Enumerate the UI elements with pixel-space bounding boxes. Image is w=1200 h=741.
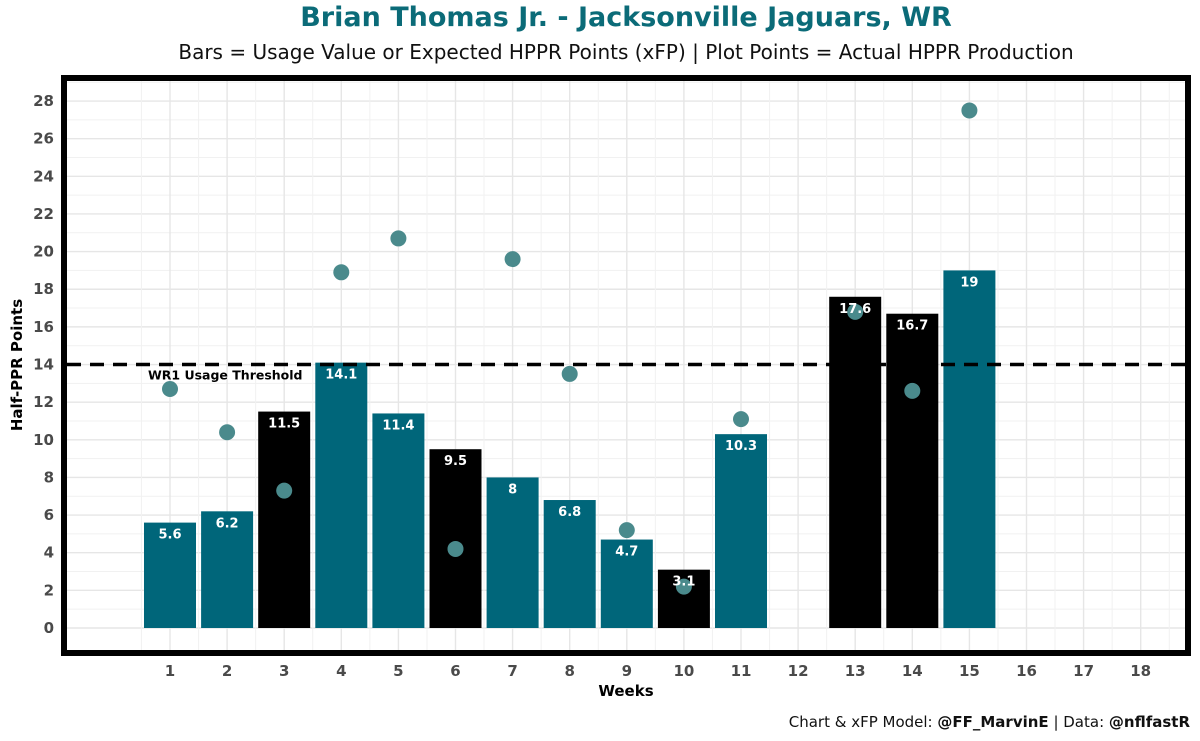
x-tick-label: 10 <box>673 662 694 680</box>
bar-label-week-13: 17.6 <box>839 302 871 317</box>
bar-week-8 <box>543 500 596 628</box>
x-axis-title: Weeks <box>598 682 653 700</box>
y-tick-label: 2 <box>44 581 54 599</box>
bar-label-week-9: 4.7 <box>615 545 638 560</box>
bar-label-week-4: 14.1 <box>325 368 357 383</box>
bar-label-week-11: 10.3 <box>725 439 757 454</box>
x-tick-label: 14 <box>902 662 923 680</box>
bar-label-week-2: 6.2 <box>216 516 239 531</box>
x-tick-label: 18 <box>1130 662 1151 680</box>
bar-label-week-7: 8 <box>508 482 517 497</box>
y-tick-label: 14 <box>33 356 54 374</box>
y-tick-label: 26 <box>33 130 54 148</box>
x-tick-label: 5 <box>393 662 403 680</box>
x-tick-label: 2 <box>222 662 232 680</box>
y-tick-label: 10 <box>33 431 54 449</box>
bar-week-11 <box>715 434 767 628</box>
footer-credit: Chart & xFP Model: @FF_MarvinE | Data: @… <box>789 713 1190 731</box>
point-week-7 <box>504 251 521 268</box>
y-tick-label: 22 <box>33 205 54 223</box>
bar-label-week-3: 11.5 <box>268 417 300 432</box>
x-tick-label: 15 <box>959 662 980 680</box>
x-tick-label: 8 <box>564 662 574 680</box>
y-tick-label: 20 <box>33 243 54 261</box>
x-tick-label: 12 <box>788 662 809 680</box>
bar-week-5 <box>372 413 425 628</box>
x-tick-label: 6 <box>450 662 460 680</box>
y-tick-label: 4 <box>44 544 54 562</box>
bar-week-2 <box>201 511 254 628</box>
footer-data-prefix: | Data: <box>1048 713 1109 731</box>
bar-week-15 <box>943 270 996 628</box>
point-week-1 <box>162 380 178 397</box>
point-week-2 <box>219 424 236 441</box>
x-tick-label: 1 <box>165 662 175 680</box>
bar-label-week-1: 5.6 <box>158 528 181 543</box>
y-tick-label: 24 <box>33 167 54 185</box>
bar-week-1 <box>144 522 196 628</box>
y-tick-label: 6 <box>44 506 54 524</box>
point-week-15 <box>961 102 978 119</box>
bar-week-4 <box>315 362 368 628</box>
point-week-14 <box>904 382 921 399</box>
bar-week-6 <box>429 449 482 628</box>
point-week-9 <box>618 522 635 539</box>
x-tick-label: 11 <box>731 662 752 680</box>
point-week-11 <box>733 411 749 428</box>
bar-label-week-15: 19 <box>960 275 978 290</box>
x-tick-label: 16 <box>1016 662 1037 680</box>
bar-week-7 <box>486 477 539 628</box>
points <box>162 102 978 595</box>
bar-labels: 5.6 6.2 11.5 14.1 11.4 9.5 8 6.8 4.7 3.1 10.3 17.6 1… <box>158 275 978 589</box>
y-tick-label: 0 <box>44 619 54 637</box>
bar-label-week-10: 3.1 <box>672 575 695 590</box>
y-tick-label: 18 <box>33 280 54 298</box>
footer-data-handle: @nflfastR <box>1108 713 1190 731</box>
chart-title: Brian Thomas Jr. - Jacksonville Jaguars,… <box>300 2 952 33</box>
bar-label-week-5: 11.4 <box>382 418 414 433</box>
chart-subtitle: Bars = Usage Value or Expected HPPR Poin… <box>178 40 1074 64</box>
bar-week-3 <box>258 411 311 628</box>
threshold: WR1 Usage Threshold <box>67 362 1185 383</box>
bar-week-14 <box>886 313 939 628</box>
y-tick-label: 12 <box>33 393 54 411</box>
y-axis-title: Half-PPR Points <box>8 299 26 431</box>
x-tick-label: 9 <box>622 662 632 680</box>
footer-model-handle: @FF_MarvinE <box>937 713 1049 731</box>
x-tick-label: 4 <box>336 662 346 680</box>
point-week-10 <box>675 578 692 595</box>
bars <box>144 270 996 628</box>
x-tick-label: 13 <box>845 662 866 680</box>
point-week-8 <box>561 365 578 382</box>
x-tick-label: 3 <box>279 662 289 680</box>
point-week-4 <box>333 264 350 281</box>
threshold-label: WR1 Usage Threshold <box>148 368 303 383</box>
bar-label-week-8: 6.8 <box>558 505 581 520</box>
bar-label-week-14: 16.7 <box>896 319 928 334</box>
point-week-6 <box>447 540 464 557</box>
bar-week-13 <box>829 296 882 628</box>
point-week-3 <box>276 482 293 499</box>
y-tick-label: 8 <box>44 468 54 486</box>
point-week-5 <box>390 230 407 247</box>
point-week-13 <box>847 303 864 320</box>
bar-label-week-6: 9.5 <box>444 454 467 469</box>
bar-week-9 <box>600 539 653 628</box>
x-tick-label: 7 <box>507 662 517 680</box>
y-tick-label: 16 <box>33 318 54 336</box>
y-tick-label: 28 <box>33 92 54 110</box>
x-tick-label: 17 <box>1073 662 1094 680</box>
plot-panel-border <box>61 75 1191 656</box>
footer-model-prefix: Chart & xFP Model: <box>788 713 938 731</box>
